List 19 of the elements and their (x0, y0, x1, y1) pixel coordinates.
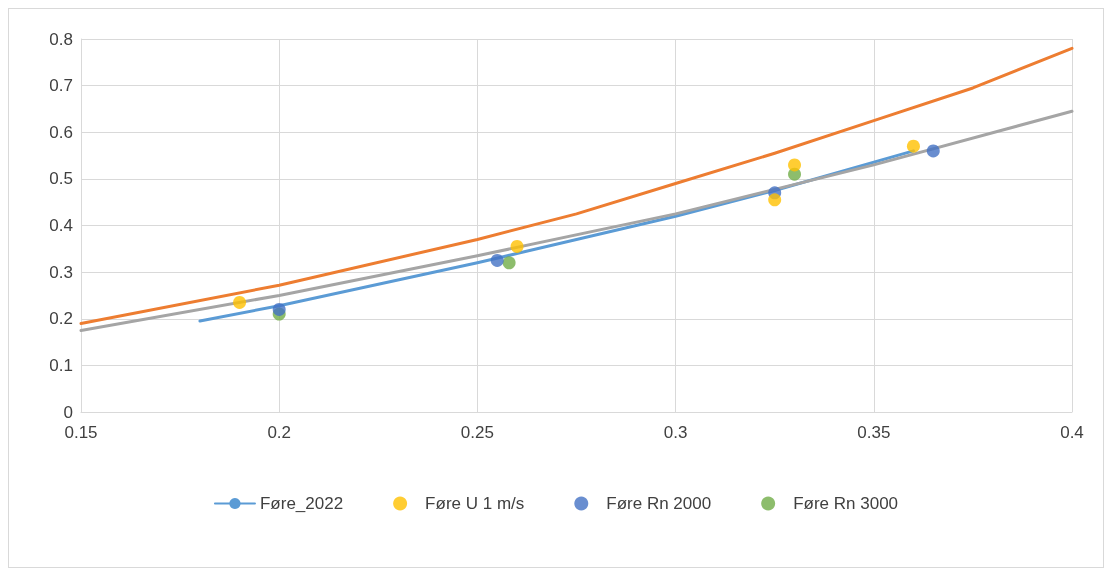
x-tick-label: 0.4 (1060, 423, 1084, 442)
x-tick-label: 0.25 (460, 423, 494, 442)
legend-label: Føre Rn 2000 (606, 494, 712, 513)
y-tick-label: 0.7 (49, 76, 73, 96)
legend-label: Føre U 1 m/s (425, 494, 525, 513)
y-tick-label: 0.2 (49, 309, 73, 329)
y-tick-label: 0.4 (49, 216, 73, 235)
x-tick-label: 0.15 (64, 423, 98, 442)
y-tick-label: 0.6 (49, 122, 73, 142)
y-tick-label: 0.8 (49, 29, 73, 49)
legend-label: Føre_2022 (259, 494, 344, 513)
y-tick-label: 0 (63, 402, 73, 422)
legend-label: Føre Rn 3000 (793, 494, 899, 513)
y-tick-label: 0.3 (49, 262, 73, 282)
y-tick-label: 0.1 (49, 355, 73, 375)
x-tick-label: 0.3 (663, 423, 688, 442)
x-tick-label: 0.35 (857, 423, 891, 442)
y-tick-label: 0.5 (49, 169, 73, 189)
x-tick-label: 0.2 (267, 423, 292, 442)
